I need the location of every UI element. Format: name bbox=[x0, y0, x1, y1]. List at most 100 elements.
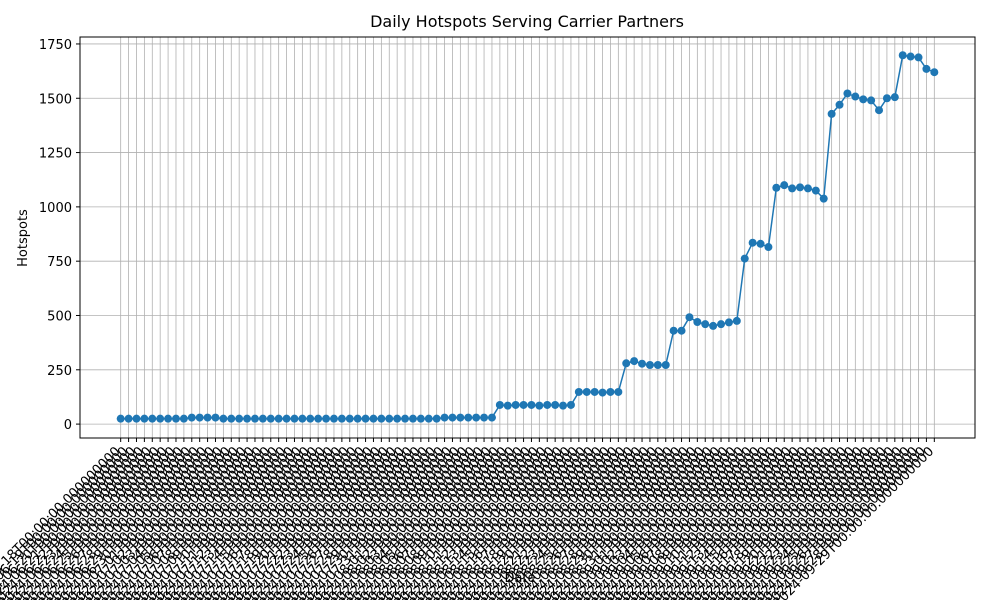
marker bbox=[701, 320, 710, 329]
marker bbox=[772, 183, 781, 192]
marker bbox=[732, 316, 741, 325]
marker bbox=[290, 414, 299, 423]
marker bbox=[424, 414, 433, 423]
marker bbox=[535, 401, 544, 410]
marker bbox=[156, 414, 165, 423]
marker bbox=[432, 414, 441, 423]
marker bbox=[456, 413, 465, 422]
marker bbox=[448, 413, 457, 422]
marker bbox=[235, 414, 244, 423]
marker bbox=[685, 313, 694, 322]
marker bbox=[345, 414, 354, 423]
marker bbox=[543, 400, 552, 409]
marker bbox=[796, 183, 805, 192]
marker bbox=[227, 414, 236, 423]
marker bbox=[614, 387, 623, 396]
x-axis-label: Date bbox=[504, 571, 535, 586]
marker bbox=[693, 318, 702, 327]
marker bbox=[337, 414, 346, 423]
marker bbox=[495, 400, 504, 409]
y-tick-label: 250 bbox=[47, 364, 72, 379]
marker bbox=[717, 320, 726, 329]
marker bbox=[559, 401, 568, 410]
marker bbox=[867, 96, 876, 105]
marker bbox=[329, 414, 338, 423]
marker bbox=[408, 414, 417, 423]
marker bbox=[811, 186, 820, 195]
marker bbox=[764, 243, 773, 252]
marker bbox=[132, 414, 141, 423]
marker bbox=[124, 414, 133, 423]
marker bbox=[322, 414, 331, 423]
marker bbox=[140, 414, 149, 423]
marker bbox=[401, 414, 410, 423]
marker bbox=[472, 413, 481, 422]
marker bbox=[574, 387, 583, 396]
marker bbox=[369, 414, 378, 423]
marker bbox=[416, 414, 425, 423]
chart-title: Daily Hotspots Serving Carrier Partners bbox=[370, 12, 684, 31]
y-tick-label: 0 bbox=[64, 418, 72, 433]
marker bbox=[724, 318, 733, 327]
marker bbox=[677, 326, 686, 335]
marker bbox=[890, 93, 899, 102]
marker bbox=[803, 184, 812, 193]
y-tick-label: 500 bbox=[47, 309, 72, 324]
marker bbox=[819, 194, 828, 203]
marker bbox=[740, 254, 749, 263]
marker bbox=[788, 184, 797, 193]
marker bbox=[377, 414, 386, 423]
marker bbox=[661, 361, 670, 370]
marker bbox=[780, 181, 789, 190]
marker bbox=[653, 361, 662, 370]
marker bbox=[606, 387, 615, 396]
plot-frame bbox=[79, 36, 976, 439]
marker bbox=[314, 414, 323, 423]
marker bbox=[306, 414, 315, 423]
marker bbox=[179, 414, 188, 423]
marker bbox=[385, 414, 394, 423]
marker bbox=[116, 414, 125, 423]
marker bbox=[748, 238, 757, 247]
marker bbox=[922, 64, 931, 73]
marker bbox=[827, 109, 836, 118]
line bbox=[120, 54, 935, 420]
marker bbox=[882, 94, 891, 103]
marker bbox=[203, 413, 212, 422]
marker bbox=[282, 414, 291, 423]
y-tick-label: 1250 bbox=[39, 147, 72, 162]
marker bbox=[519, 400, 528, 409]
marker bbox=[859, 95, 868, 104]
y-tick-label: 1750 bbox=[39, 38, 72, 53]
marker bbox=[511, 400, 520, 409]
marker bbox=[266, 414, 275, 423]
marker bbox=[756, 239, 765, 248]
marker bbox=[590, 387, 599, 396]
marker bbox=[219, 414, 228, 423]
marker bbox=[464, 413, 473, 422]
marker bbox=[709, 321, 718, 330]
marker bbox=[906, 52, 915, 61]
marker bbox=[258, 414, 267, 423]
marker bbox=[630, 357, 639, 366]
marker bbox=[440, 413, 449, 422]
marker bbox=[148, 414, 157, 423]
marker bbox=[638, 359, 647, 368]
marker bbox=[598, 388, 607, 397]
marker bbox=[582, 387, 591, 396]
marker bbox=[527, 400, 536, 409]
marker bbox=[669, 326, 678, 335]
marker bbox=[835, 100, 844, 109]
marker bbox=[851, 92, 860, 101]
marker bbox=[298, 414, 307, 423]
marker bbox=[487, 413, 496, 422]
marker bbox=[211, 413, 220, 422]
marker bbox=[875, 106, 884, 115]
marker bbox=[503, 401, 512, 410]
y-tick-label: 1500 bbox=[39, 92, 72, 107]
marker bbox=[930, 68, 939, 77]
marker bbox=[250, 414, 259, 423]
marker bbox=[243, 414, 252, 423]
marker bbox=[164, 414, 173, 423]
marker bbox=[393, 414, 402, 423]
